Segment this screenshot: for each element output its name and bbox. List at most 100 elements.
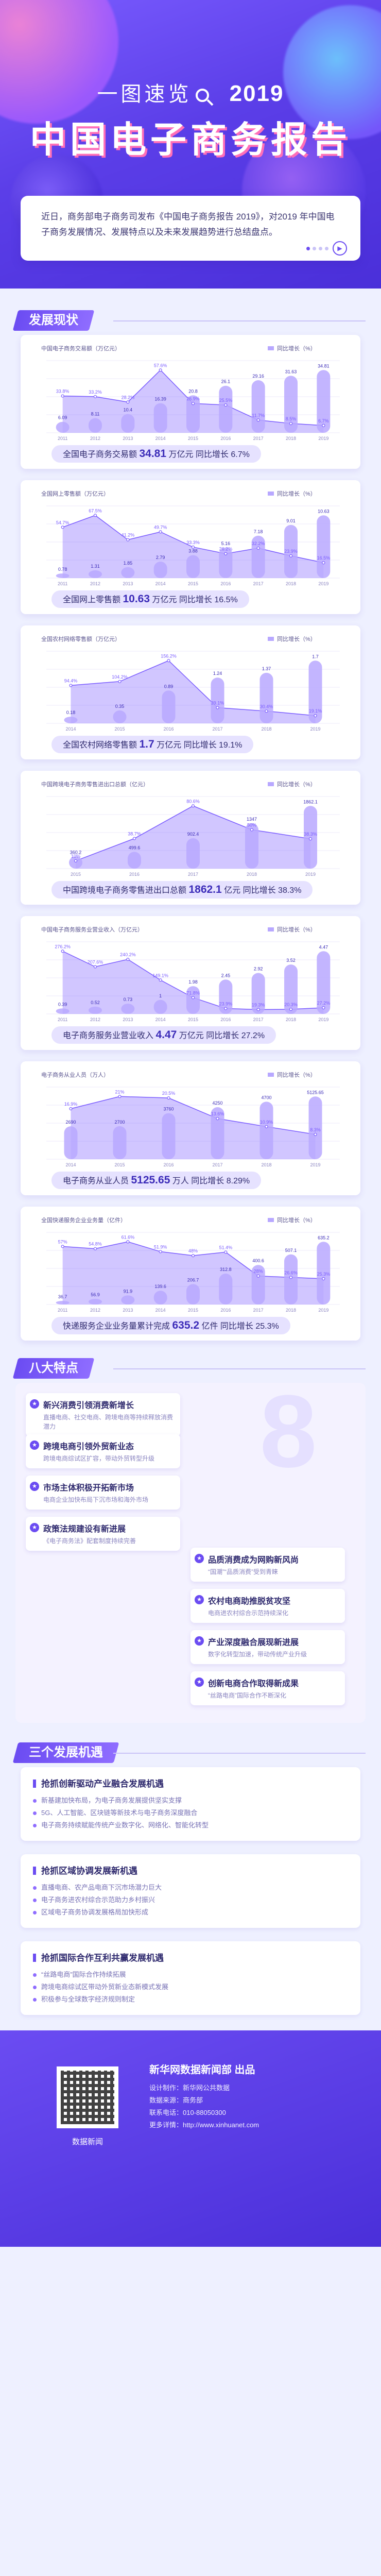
growth-point [61, 1245, 64, 1248]
x-tick-label: 2015 [114, 1162, 125, 1167]
feature-title: 产业深度融合展现新进展 [208, 1638, 299, 1647]
bar [89, 418, 102, 433]
growth-value-label: 104.2% [112, 674, 128, 680]
growth-point [159, 530, 162, 534]
growth-value-label: 33.2% [89, 389, 102, 395]
bar-value-label: 2690 [65, 1120, 76, 1125]
bar [56, 1300, 70, 1304]
opportunity-title: 抢抓区域协调发展新机遇 [33, 1863, 348, 1876]
growth-point [93, 395, 97, 398]
bar-value-label: 10.4 [124, 408, 133, 413]
x-tick-label: 2019 [318, 436, 328, 441]
bar-value-label: 139.6 [154, 1284, 166, 1289]
bar [56, 1008, 70, 1014]
chart-svg: 中国电子商务交易额（万亿元） 同比增长（%） 6.09 33.8% 2011 8.11 33… [41, 345, 340, 441]
feature-item: ★ 市场主体积极开拓新市场 电商企业加快布局下沉市场和海外市场 [26, 1476, 180, 1510]
summary-label: 中国跨境电子商务零售进出口总额 [63, 886, 187, 895]
bar [259, 672, 273, 723]
x-tick-label: 2018 [261, 726, 271, 732]
intro-card: 近日，商务部电子商务司发布《中国电子商务报告 2019》，对2019 年中国电子… [21, 196, 360, 261]
opportunity-point: 电子商务持续赋能传统产业数字化、网络化、智能化转型 [33, 1819, 348, 1832]
qr-code[interactable] [57, 2066, 118, 2128]
growth-value-label: 156.2% [161, 653, 177, 658]
opportunity-point: 5G、人工智能、区块链等新技术与电子商务深度融合 [33, 1807, 348, 1819]
growth-point [314, 1132, 317, 1136]
growth-value-label: 27.2% [317, 1001, 331, 1006]
chart-title: 全国网上零售额（万亿元） [41, 490, 109, 497]
hero-banner: 一图速览 2019 中国电子商务报告 近日，商务部电子商务司发布《中国电子商务报… [0, 0, 381, 289]
growth-value-label: 51.9% [154, 1244, 167, 1249]
x-tick-label: 2011 [58, 581, 67, 586]
legend-label: 同比增长（%） [277, 1071, 316, 1078]
chart-card: 全国快递服务企业业务量（亿件） 同比增长（%） 36.7 57% 2011 56.9 54.… [21, 1207, 360, 1341]
chart-title: 中国电子商务交易额（万亿元） [41, 345, 120, 352]
growth-value-label: 21% [115, 1089, 124, 1094]
footer-title: 新华网数据新闻部 出品 [149, 2064, 255, 2076]
bar-value-label: 31.63 [285, 369, 297, 374]
legend-swatch [268, 1073, 274, 1077]
bar [308, 1096, 322, 1159]
growth-value-label: 57% [58, 1239, 67, 1244]
big-number: 8 [259, 1374, 317, 1489]
x-tick-label: 2016 [129, 872, 140, 877]
opportunity-point: 积极参与全球数字经济规则制定 [33, 1993, 348, 2006]
feature-title: 政策法规建设有新进展 [43, 1525, 126, 1534]
growth-value-label: 20.3% [284, 1002, 298, 1007]
growth-point [216, 706, 219, 709]
bar [121, 1004, 135, 1014]
legend-label: 同比增长（%） [277, 635, 316, 642]
x-tick-label: 2018 [247, 872, 257, 877]
chart-title: 中国跨境电子商务零售进出口总额（亿元） [41, 781, 149, 788]
growth-area [71, 660, 316, 723]
bar [56, 573, 70, 578]
chart-card: 中国跨境电子商务零售进出口总额（亿元） 同比增长（%） 360.2 10% 2015 49… [21, 771, 360, 905]
bar-value-label: 1.7 [312, 654, 319, 659]
bar-value-label: 3.52 [286, 958, 296, 963]
bar [153, 562, 167, 578]
next-arrow-icon[interactable]: ▶ [333, 241, 347, 256]
growth-value-label: 54.7% [56, 520, 70, 525]
growth-value-label: 13.6% [211, 1111, 224, 1116]
growth-point [289, 1007, 293, 1011]
bar-value-label: 29.16 [252, 374, 264, 379]
feature-desc: 直播电商、社交电商、跨境电商等持续释放消费潜力 [43, 1414, 174, 1430]
growth-point [167, 1096, 170, 1100]
growth-point [308, 837, 313, 841]
feature-desc: 数字化转型加速，带动传统产业升级 [208, 1651, 307, 1658]
chart-card: 全国农村网络零售额（万亿元） 同比增长（%） 0.18 94.4% 2014 0.35 10… [21, 625, 360, 759]
x-tick-label: 2018 [286, 581, 296, 586]
legend-swatch [268, 1218, 274, 1222]
x-tick-label: 2014 [155, 581, 166, 586]
bar-value-label: 0.18 [66, 710, 76, 715]
growth-value-label: 48% [188, 1248, 198, 1253]
bar [284, 376, 298, 433]
pagination-dots[interactable] [306, 246, 328, 250]
bar-value-label: 312.8 [220, 1267, 232, 1272]
growth-point [250, 828, 254, 832]
x-tick-label: 2018 [261, 1162, 271, 1167]
summary-label: 快递服务企业业务量累计完成 [63, 1322, 170, 1331]
x-tick-label: 2017 [212, 1162, 222, 1167]
growth-value-label: 38.3% [304, 832, 317, 837]
growth-value-label: 33.8% [56, 389, 70, 394]
footer-line[interactable]: 更多详情：http://www.xinhuanet.com [149, 2121, 259, 2129]
feature-icon: ★ [195, 1636, 204, 1646]
bar [89, 1006, 102, 1014]
bar-value-label: 91.9 [124, 1289, 133, 1294]
growth-point [256, 418, 260, 422]
summary-label: 全国网上零售额 [63, 596, 121, 604]
feature-icon: ★ [30, 1440, 39, 1450]
summary-unit: 万亿元 同比增长 6.7% [168, 450, 250, 459]
bar [153, 1291, 167, 1304]
x-tick-label: 2011 [58, 1308, 67, 1313]
growth-point [314, 714, 317, 718]
growth-value-label: 49.7% [154, 524, 167, 530]
opportunity-card: 抢抓国际合作互利共赢发展机遇 “丝路电商”国际合作持续拓展 跨境电商综试区带动外贸新… [21, 1941, 360, 2015]
summary-label: 电子商务服务业营业收入 [63, 1031, 154, 1040]
opportunity-point: 直播电商、农产品电商下沉市场潜力巨大 [33, 1882, 348, 1894]
feature-title: 品质消费成为网购新风尚 [208, 1556, 299, 1565]
growth-value-label: 26.9% [186, 396, 200, 401]
bar-value-label: 0.35 [115, 704, 125, 709]
bar [211, 1107, 224, 1159]
feature-desc: “丝路电商”国际合作不断深化 [208, 1692, 286, 1699]
